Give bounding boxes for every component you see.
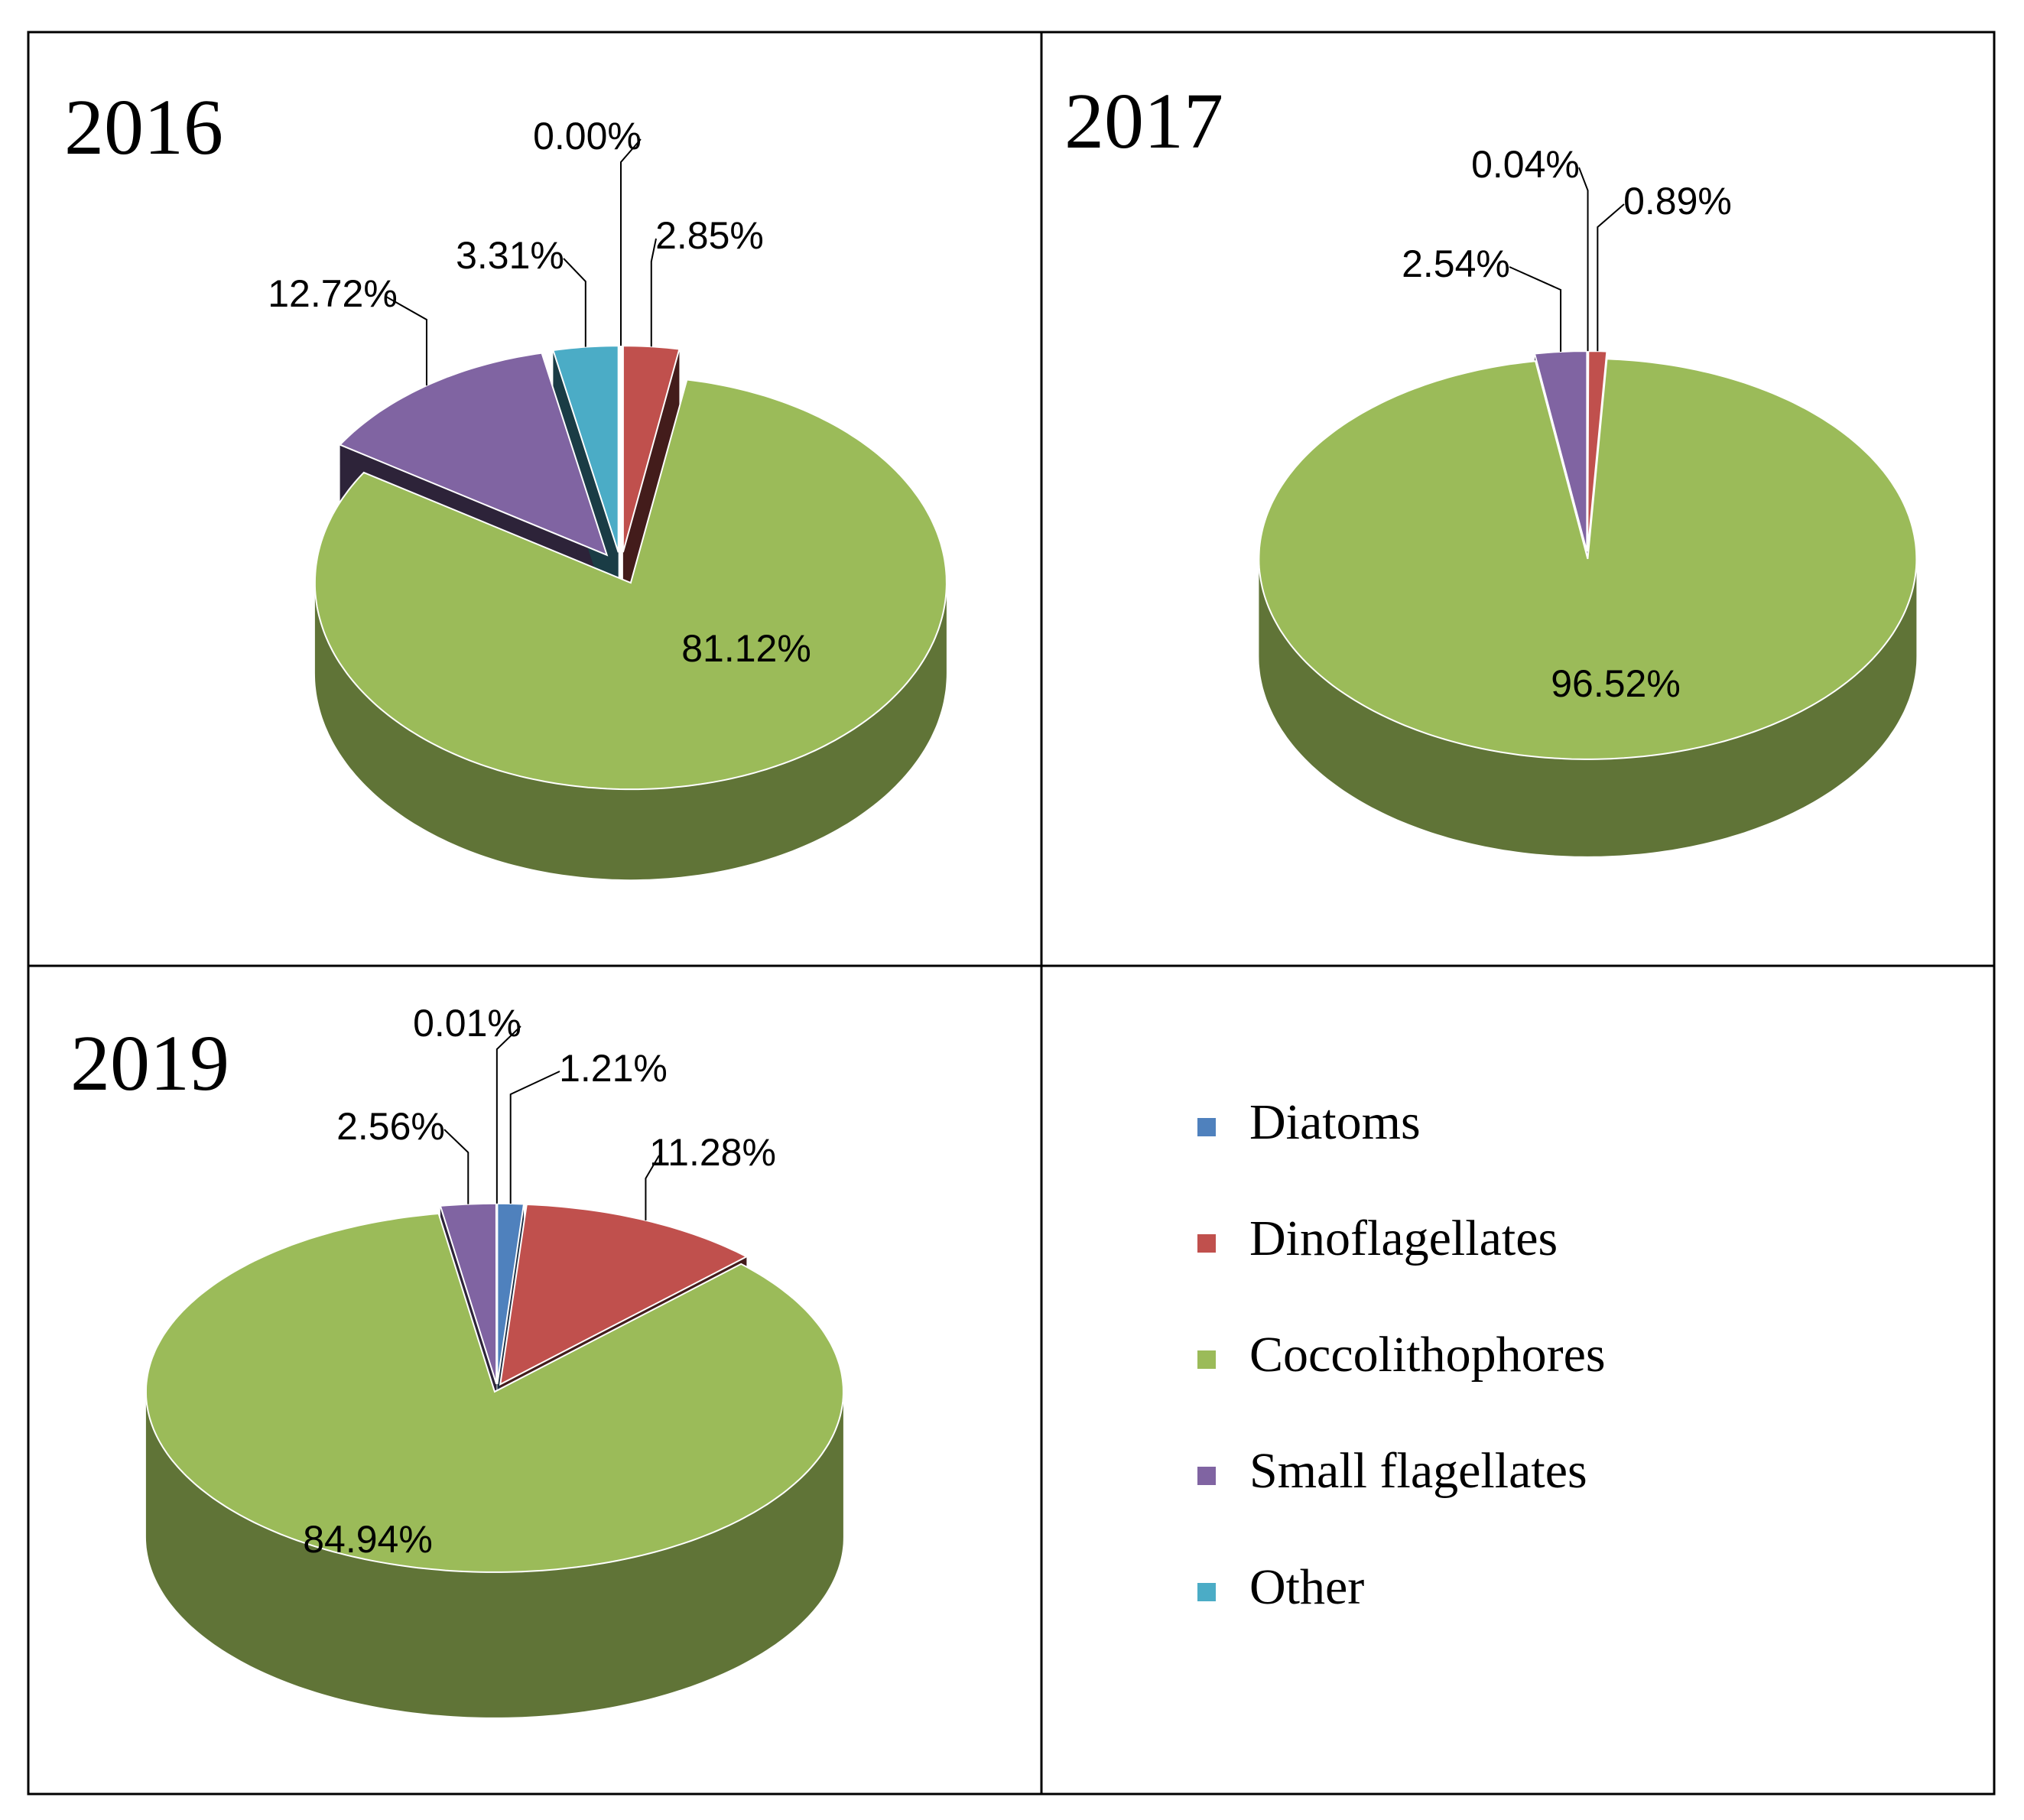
leader-line bbox=[650, 238, 657, 347]
frame bbox=[27, 31, 1996, 1796]
slice-side bbox=[314, 583, 947, 880]
data-label: 3.31% bbox=[456, 234, 564, 277]
data-label: 12.72% bbox=[268, 272, 398, 315]
leader-line bbox=[509, 1071, 560, 1204]
legend-label: Dinoflagellates bbox=[1249, 1211, 1558, 1266]
data-label: 0.00% bbox=[533, 115, 642, 158]
data-label: 2.56% bbox=[336, 1105, 445, 1148]
data-label: 81.12% bbox=[681, 627, 811, 670]
slice bbox=[1533, 350, 1588, 552]
chart-title: 2016 bbox=[64, 83, 223, 171]
leader-line bbox=[620, 138, 642, 346]
data-label: 96.52% bbox=[1551, 662, 1681, 705]
slice bbox=[1258, 358, 1918, 760]
legend-label: Coccolithophores bbox=[1249, 1327, 1606, 1383]
leader-line bbox=[495, 1025, 521, 1204]
legend-label: Other bbox=[1249, 1559, 1364, 1615]
slice bbox=[1587, 350, 1608, 552]
legend-swatch bbox=[1197, 1583, 1216, 1601]
slice bbox=[622, 345, 681, 553]
leader-line bbox=[385, 296, 427, 386]
leader-line bbox=[1597, 203, 1625, 352]
legend-label: Diatoms bbox=[1249, 1094, 1421, 1150]
chart-title: 2019 bbox=[70, 1019, 229, 1107]
data-label: 11.28% bbox=[649, 1131, 776, 1174]
data-label: 2.85% bbox=[655, 214, 764, 257]
data-label: 0.89% bbox=[1623, 180, 1732, 223]
chart-title: 2017 bbox=[1064, 77, 1223, 165]
legend-swatch bbox=[1197, 1118, 1216, 1136]
legend-swatch bbox=[1197, 1234, 1216, 1253]
data-label: 2.54% bbox=[1402, 242, 1510, 285]
data-label: 84.94% bbox=[303, 1518, 433, 1561]
slice-side bbox=[145, 1391, 843, 1718]
data-label: 0.01% bbox=[413, 1002, 521, 1045]
leader-line bbox=[1509, 266, 1562, 352]
slice bbox=[439, 1202, 498, 1385]
slice bbox=[314, 379, 947, 791]
leader-line bbox=[563, 258, 586, 347]
data-label: 0.04% bbox=[1471, 143, 1580, 186]
slice bbox=[145, 1212, 844, 1573]
leader-line bbox=[645, 1155, 660, 1220]
leader-line bbox=[443, 1129, 469, 1204]
slice-side bbox=[1259, 558, 1917, 856]
leader-line bbox=[1578, 167, 1589, 352]
legend-swatch bbox=[1197, 1467, 1216, 1485]
data-label: 1.21% bbox=[559, 1047, 668, 1090]
legend-label: Small flagellates bbox=[1249, 1443, 1587, 1499]
legend-swatch bbox=[1197, 1350, 1216, 1369]
